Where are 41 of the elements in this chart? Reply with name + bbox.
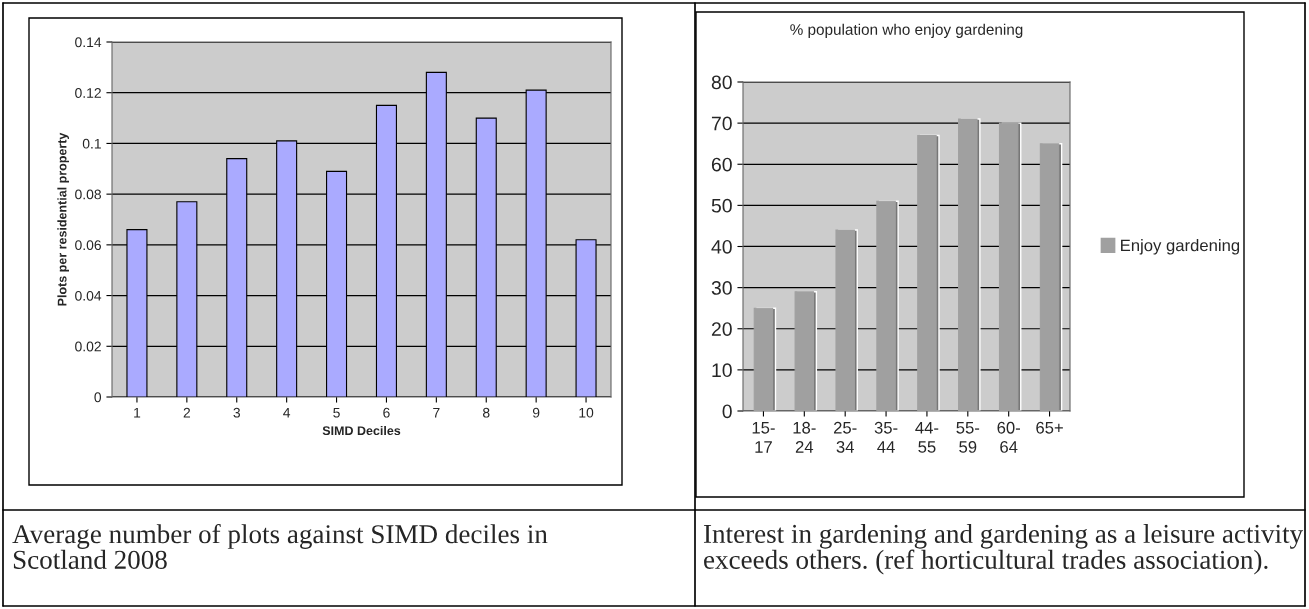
y-tick-label: 0 bbox=[94, 392, 102, 403]
y-tick-label: 80 bbox=[711, 75, 732, 90]
legend-label: Enjoy gardening bbox=[1121, 239, 1240, 255]
y-tick-label: 0.1 bbox=[82, 138, 101, 149]
x-axis-title: SIMD Deciles bbox=[322, 425, 401, 436]
y-tick-label: 0 bbox=[722, 404, 732, 419]
x-tick-label: 3 bbox=[233, 407, 240, 418]
x-tick-label: 60- 64 bbox=[997, 421, 1020, 453]
y-tick-label: 30 bbox=[711, 281, 732, 295]
y-tick-label: 20 bbox=[711, 322, 732, 336]
y-tick-label: 70 bbox=[711, 116, 732, 131]
text: Average number of plots against SIMD deciles in Scotland 2008 bbox=[12, 524, 548, 569]
y-tick-label: 0.12 bbox=[75, 88, 101, 98]
text: Interest in gardening and gardening as a leisure activity exceeds others. (ref horticultural trades association). bbox=[703, 524, 1304, 575]
y-tick-label: 0.14 bbox=[75, 37, 102, 48]
x-tick-label: 8 bbox=[482, 407, 490, 418]
y-tick-label: 0.08 bbox=[75, 189, 101, 200]
chart-title: % population who enjoy gardening bbox=[790, 23, 1023, 38]
x-tick-label: 55- 59 bbox=[956, 422, 980, 453]
x-tick-label: 2 bbox=[183, 407, 191, 418]
y-tick-label: 0.06 bbox=[75, 240, 101, 251]
x-tick-label: 4 bbox=[283, 407, 291, 418]
y-axis-title: Plots per residential property bbox=[57, 132, 69, 306]
x-tick-label: 44- 55 bbox=[915, 422, 939, 453]
x-tick-label: 25- 34 bbox=[833, 421, 857, 453]
x-tick-label: 18- 24 bbox=[793, 421, 816, 453]
y-tick-label: 0.04 bbox=[75, 290, 102, 301]
x-tick-label: 5 bbox=[333, 407, 340, 418]
y-tick-label: 10 bbox=[712, 363, 732, 378]
x-tick-label: 9 bbox=[532, 407, 540, 418]
y-tick-label: 50 bbox=[711, 198, 732, 213]
x-tick-label: 1 bbox=[134, 407, 141, 418]
y-tick-label: 0.02 bbox=[75, 341, 101, 352]
x-tick-label: 7 bbox=[433, 407, 440, 418]
x-tick-label: 15- 17 bbox=[752, 422, 775, 453]
x-tick-label: 65+ bbox=[1036, 421, 1063, 434]
y-tick-label: 40 bbox=[711, 239, 732, 254]
y-tick-label: 60 bbox=[711, 157, 732, 172]
x-tick-label: 6 bbox=[383, 407, 390, 418]
x-tick-label: 10 bbox=[579, 407, 594, 418]
x-tick-label: 35- 44 bbox=[874, 421, 898, 453]
